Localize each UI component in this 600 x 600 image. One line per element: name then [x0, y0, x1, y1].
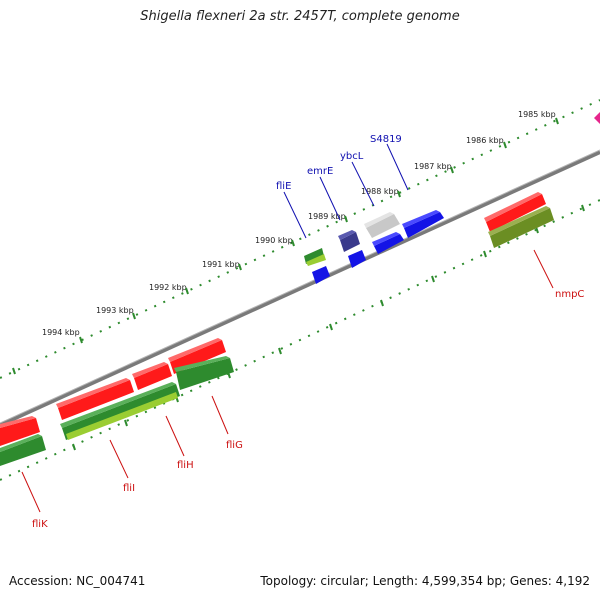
gene-label-fliI: fliI	[123, 483, 135, 494]
gene-ybcL[interactable]	[372, 232, 404, 254]
gene-nmpC-red[interactable]	[484, 192, 546, 232]
gene-red-2[interactable]	[132, 362, 172, 390]
gene-label-fliK: fliK	[32, 519, 48, 530]
leader-line-fliG	[211, 395, 229, 435]
leader-line-fliK	[21, 471, 41, 513]
gene-S4819[interactable]	[402, 210, 444, 238]
tick-label: 1987 kbp	[414, 162, 452, 171]
tick-label: 1990 kbp	[255, 236, 293, 245]
leader-line-fliI	[109, 439, 129, 479]
tick-label: 1985 kbp	[518, 110, 556, 119]
leader-line-emrE	[319, 176, 341, 221]
gene-emrE[interactable]	[338, 230, 360, 252]
tick-track-outer	[0, 99, 600, 379]
major-ticks-outer	[12, 117, 559, 375]
gene-fliG[interactable]	[174, 356, 234, 390]
tick-label: 1988 kbp	[361, 187, 399, 196]
genome-summary-text: Topology: circular; Length: 4,599,354 bp…	[260, 574, 590, 588]
genome-backbone	[0, 150, 600, 427]
tick-label: 1989 kbp	[308, 212, 346, 221]
gene-red-3[interactable]	[56, 378, 134, 420]
gene-blue-small[interactable]	[348, 250, 366, 268]
gene-label-nmpC: nmpC	[555, 289, 584, 300]
gene-label-fliG: fliG	[226, 440, 243, 451]
gene-grey[interactable]	[364, 212, 400, 238]
tick-label: 1991 kbp	[202, 260, 240, 269]
leader-line-ybcL	[351, 161, 375, 207]
gene-label-emrE: emrE	[307, 166, 333, 177]
gene-label-S4819: S4819	[370, 134, 402, 145]
genome-backbone-highlight	[0, 149, 600, 424]
tick-label: 1986 kbp	[466, 136, 504, 145]
leader-line-S4819	[386, 143, 409, 191]
gene-fliE[interactable]	[304, 248, 326, 266]
tick-label: 1994 kbp	[42, 328, 80, 337]
tick-label: 1993 kbp	[96, 306, 134, 315]
leader-line-fliE	[283, 191, 307, 239]
gene-red-4[interactable]	[0, 416, 40, 446]
tick-track-inner	[0, 199, 600, 481]
accession-text: Accession: NC_004741	[9, 574, 146, 588]
gene-red-1[interactable]	[168, 338, 226, 374]
gene-blue-fliE[interactable]	[312, 266, 330, 284]
gene-label-ybcL: ybcL	[340, 151, 364, 162]
map-title: Shigella flexneri 2a str. 2457T, complet…	[140, 9, 460, 24]
leader-line-nmpC	[533, 249, 554, 289]
gene-nmpC-olive[interactable]	[488, 206, 554, 248]
tick-label: 1992 kbp	[149, 283, 187, 292]
gene-fliK[interactable]	[0, 434, 46, 466]
gene-label-fliE: fliE	[276, 181, 291, 192]
gene-magenta[interactable]	[594, 112, 600, 124]
gene-fliI[interactable]	[66, 392, 178, 440]
leader-line-fliH	[165, 415, 185, 457]
gene-label-fliH: fliH	[177, 460, 194, 471]
